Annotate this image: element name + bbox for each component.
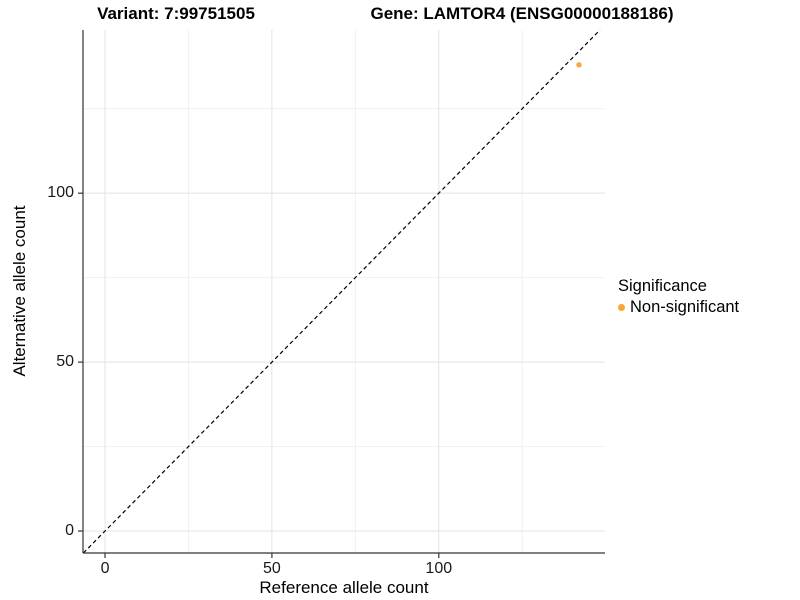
- y-axis-title: Alternative allele count: [10, 205, 29, 377]
- y-tick-label: 50: [56, 353, 74, 371]
- legend-item-non-significant: Non-significant: [618, 296, 739, 318]
- legend-point-icon: [618, 303, 625, 311]
- legend-title: Significance: [618, 277, 707, 295]
- legend: Significance Non-significant: [618, 276, 739, 318]
- x-tick-label: 100: [425, 560, 453, 577]
- variant-title: Variant: 7:99751505: [97, 4, 255, 23]
- x-axis-title: Reference allele count: [259, 578, 429, 597]
- x-tick-label: 50: [263, 560, 281, 577]
- gene-title: Gene: LAMTOR4 (ENSG00000188186): [370, 4, 674, 23]
- x-tick-label: 0: [100, 560, 110, 577]
- y-tick-label: 0: [65, 522, 74, 540]
- legend-item-label: Non-significant: [630, 297, 740, 316]
- identity-line: [82, 29, 601, 554]
- y-tick-label: 100: [47, 184, 74, 202]
- data-point: [576, 62, 582, 68]
